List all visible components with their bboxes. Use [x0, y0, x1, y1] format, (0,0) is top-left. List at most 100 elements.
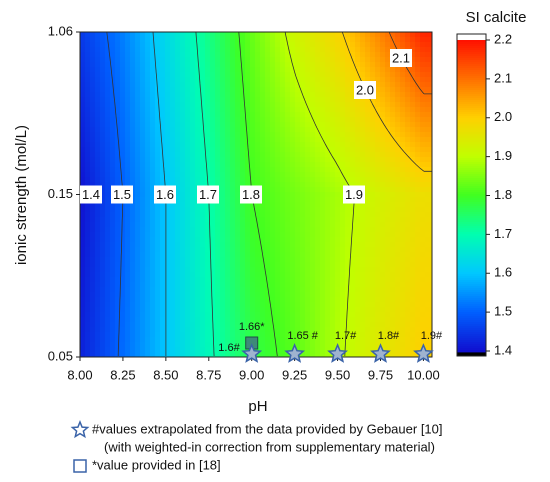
field-cell: [170, 267, 176, 273]
field-cell: [230, 102, 236, 108]
field-cell: [330, 297, 336, 303]
field-cell: [215, 57, 221, 63]
field-cell: [365, 342, 371, 348]
field-cell: [200, 302, 206, 308]
field-cell: [385, 152, 391, 158]
field-cell: [115, 52, 121, 58]
field-cell: [110, 97, 116, 103]
field-cell: [265, 127, 271, 133]
field-cell: [420, 317, 426, 323]
field-cell: [295, 162, 301, 168]
field-cell: [210, 207, 216, 213]
field-cell: [110, 342, 116, 348]
field-cell: [215, 62, 221, 68]
field-cell: [270, 282, 276, 288]
field-cell: [95, 267, 101, 273]
field-cell: [185, 247, 191, 253]
field-cell: [360, 182, 366, 188]
field-cell: [325, 207, 331, 213]
field-cell: [80, 137, 86, 143]
field-cell: [190, 252, 196, 258]
field-cell: [285, 347, 291, 353]
colorbar-tick-label: 2.2: [494, 31, 512, 46]
field-cell: [180, 47, 186, 53]
field-cell: [315, 182, 321, 188]
field-cell: [135, 47, 141, 53]
field-cell: [205, 162, 211, 168]
field-cell: [375, 192, 381, 198]
field-cell: [415, 152, 421, 158]
field-cell: [250, 272, 256, 278]
field-cell: [380, 272, 386, 278]
field-cell: [335, 97, 341, 103]
field-cell: [370, 202, 376, 208]
field-cell: [390, 187, 396, 193]
field-cell: [305, 297, 311, 303]
field-cell: [365, 42, 371, 48]
field-cell: [225, 347, 231, 353]
field-cell: [310, 62, 316, 68]
field-cell: [260, 172, 266, 178]
field-cell: [290, 307, 296, 313]
field-cell: [365, 337, 371, 343]
field-cell: [340, 72, 346, 78]
field-cell: [210, 257, 216, 263]
field-cell: [325, 192, 331, 198]
field-cell: [310, 162, 316, 168]
field-cell: [235, 67, 241, 73]
field-cell: [250, 307, 256, 313]
field-cell: [430, 312, 433, 318]
field-cell: [205, 82, 211, 88]
field-cell: [150, 312, 156, 318]
field-cell: [205, 257, 211, 263]
field-cell: [160, 62, 166, 68]
field-cell: [395, 32, 401, 38]
field-cell: [205, 127, 211, 133]
field-cell: [165, 247, 171, 253]
field-cell: [335, 187, 341, 193]
field-cell: [205, 267, 211, 273]
field-cell: [205, 247, 211, 253]
field-cell: [410, 142, 416, 148]
field-cell: [345, 222, 351, 228]
field-cell: [95, 72, 101, 78]
field-cell: [150, 237, 156, 243]
field-cell: [355, 262, 361, 268]
field-cell: [240, 157, 246, 163]
field-cell: [295, 307, 301, 313]
field-cell: [345, 182, 351, 188]
field-cell: [340, 147, 346, 153]
field-cell: [175, 287, 181, 293]
field-cell: [185, 322, 191, 328]
field-cell: [135, 257, 141, 263]
field-cell: [150, 322, 156, 328]
field-cell: [425, 77, 431, 83]
field-cell: [270, 112, 276, 118]
field-cell: [80, 257, 86, 263]
field-cell: [300, 62, 306, 68]
field-cell: [90, 252, 96, 258]
field-cell: [285, 307, 291, 313]
field-cell: [160, 287, 166, 293]
field-cell: [85, 42, 91, 48]
field-cell: [400, 112, 406, 118]
field-cell: [360, 257, 366, 263]
field-cell: [415, 317, 421, 323]
field-cell: [170, 337, 176, 343]
field-cell: [410, 197, 416, 203]
field-cell: [395, 137, 401, 143]
field-cell: [325, 197, 331, 203]
field-cell: [220, 182, 226, 188]
field-cell: [180, 227, 186, 233]
field-cell: [155, 297, 161, 303]
field-cell: [105, 162, 111, 168]
field-cell: [415, 52, 421, 58]
field-cell: [310, 322, 316, 328]
field-cell: [410, 272, 416, 278]
field-cell: [410, 327, 416, 333]
field-cell: [270, 52, 276, 58]
field-cell: [340, 122, 346, 128]
colorbar-strip: [457, 348, 486, 351]
field-cell: [115, 157, 121, 163]
field-cell: [260, 342, 266, 348]
